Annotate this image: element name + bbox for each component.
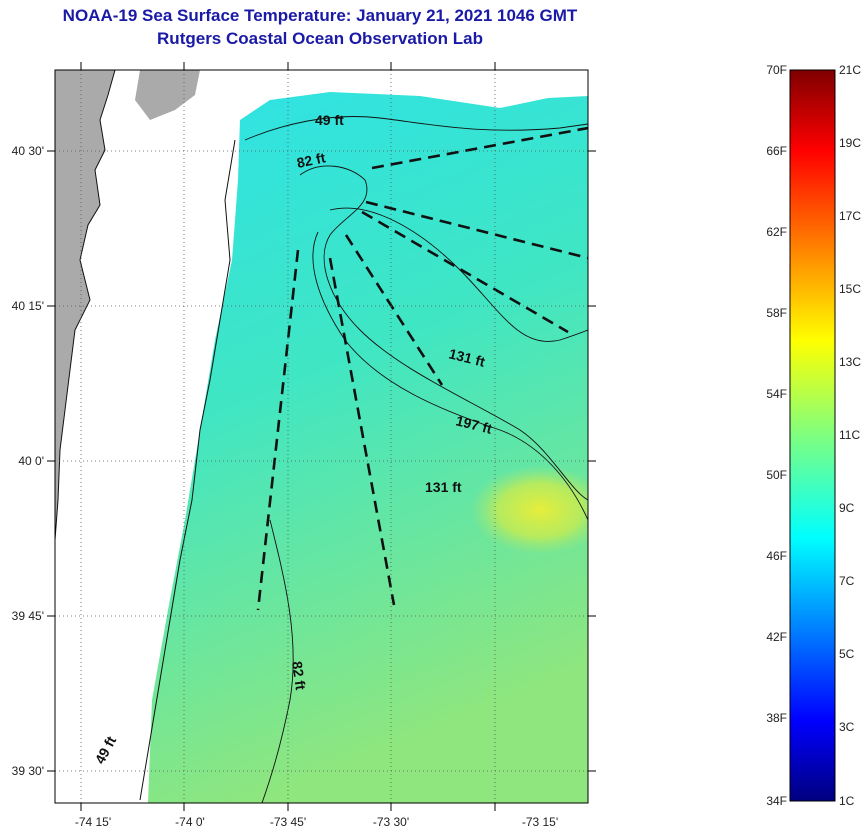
shoreline-east <box>139 139 236 801</box>
cb-f-34: 34F <box>766 794 787 808</box>
map-frame <box>54 69 589 804</box>
cb-c-13: 13C <box>839 355 861 369</box>
land-mass <box>55 70 115 540</box>
cb-f-54: 54F <box>766 387 787 401</box>
lat-tick-40-0: 40 0' <box>18 454 44 468</box>
lon-tick-labels: -74 15' -74 0' -73 45' -73 30' -73 15' <box>75 815 558 829</box>
colorbar <box>789 69 836 802</box>
map-gridlines <box>55 70 588 803</box>
depth-label-131ft-south: 131 ft <box>425 479 462 495</box>
cb-c-21: 21C <box>839 63 861 77</box>
cb-c-15: 15C <box>839 282 861 296</box>
map-title: NOAA-19 Sea Surface Temperature: January… <box>62 6 578 25</box>
cb-c-11: 11C <box>839 428 860 442</box>
map-subtitle: Rutgers Coastal Ocean Observation Lab <box>157 29 483 48</box>
lat-tick-39-45: 39 45' <box>12 609 44 623</box>
depth-label-49ft: 49 ft <box>315 112 344 128</box>
cb-f-58: 58F <box>766 306 787 320</box>
cb-f-46: 46F <box>766 549 787 563</box>
map-tick-marks <box>47 62 596 811</box>
depth-label-82ft: 82 ft <box>295 149 327 171</box>
warm-water-patch <box>470 465 588 555</box>
cb-f-38: 38F <box>766 711 787 725</box>
cb-f-70: 70F <box>766 63 787 77</box>
lon-tick-73-45: -73 45' <box>270 815 306 829</box>
lat-tick-40-30: 40 30' <box>12 144 44 158</box>
lon-tick-73-15: -73 15' <box>522 815 558 829</box>
sst-ocean-field <box>148 92 588 803</box>
cb-c-9: 9C <box>839 501 855 515</box>
cb-c-7: 7C <box>839 574 855 588</box>
colorbar-celsius-labels: 21C 19C 17C 15C 13C 11C 9C 7C 5C 3C 1C <box>839 63 861 808</box>
isobath-82ft-south <box>261 519 294 803</box>
lat-tick-40-15: 40 15' <box>12 299 44 313</box>
cb-c-17: 17C <box>839 209 861 223</box>
cb-c-1: 1C <box>839 794 855 808</box>
lon-tick-74-15: -74 15' <box>75 815 111 829</box>
lat-tick-labels: 40 30' 40 15' 40 0' 39 45' 39 30' <box>12 144 44 778</box>
cb-c-3: 3C <box>839 720 855 734</box>
cb-f-42: 42F <box>766 630 787 644</box>
lat-tick-39-30: 39 30' <box>12 764 44 778</box>
lon-tick-74-0: -74 0' <box>175 815 205 829</box>
isobath-131ft <box>329 207 588 342</box>
cb-c-5: 5C <box>839 647 855 661</box>
depth-label-82ft-south: 82 ft <box>289 660 309 691</box>
hudson-canyon-contour <box>312 231 588 521</box>
isobath-82ft <box>299 165 588 501</box>
lon-tick-73-30: -73 30' <box>373 815 409 829</box>
cb-f-50: 50F <box>766 468 787 482</box>
cb-f-66: 66F <box>766 144 787 158</box>
isobath-49ft <box>244 116 588 141</box>
cb-f-62: 62F <box>766 225 787 239</box>
cb-c-19: 19C <box>839 136 861 150</box>
shipping-lanes <box>256 126 588 611</box>
colorbar-fahrenheit-labels: 70F 66F 62F 58F 54F 50F 46F 42F 38F 34F <box>766 63 787 808</box>
coastline <box>55 70 116 541</box>
